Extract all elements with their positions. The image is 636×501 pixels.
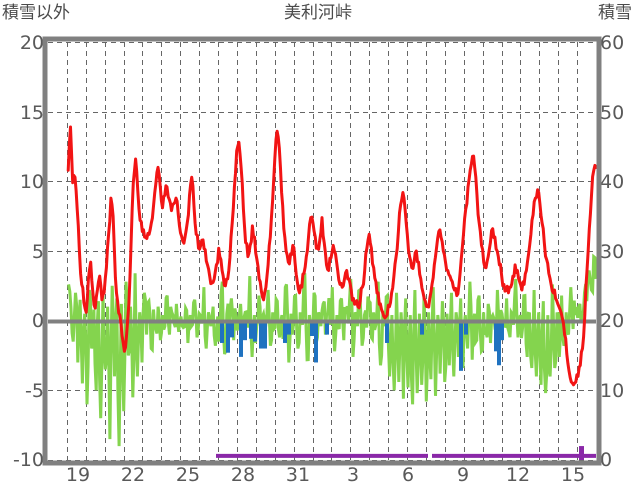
series-purple-depth: [216, 446, 596, 460]
x-tick-15: 15: [560, 464, 586, 486]
right-axis-title: 積雪: [598, 3, 632, 23]
y-left-tick-m5: -5: [25, 380, 44, 402]
x-tick-28: 28: [230, 464, 256, 486]
x-tick-6: 6: [401, 464, 415, 486]
x-tick-22: 22: [120, 464, 146, 486]
chart-title: 美利河峠: [284, 3, 352, 23]
x-tick-12: 12: [505, 464, 531, 486]
x-tick-3: 3: [346, 464, 360, 486]
y-right-tick-40: 40: [600, 171, 625, 193]
left-axis-title: 積雪以外: [2, 3, 70, 23]
x-tick-19: 19: [65, 464, 91, 486]
y-left-tick-15: 15: [19, 102, 44, 124]
plot-frame: [42, 36, 602, 466]
y-right-tick-60: 60: [600, 32, 625, 54]
y-left-tick-0: 0: [31, 310, 44, 332]
x-tick-9: 9: [456, 464, 470, 486]
y-right-tick-10: 10: [600, 380, 625, 402]
y-left-tick-m10: -10: [12, 449, 44, 471]
x-tick-25: 25: [175, 464, 201, 486]
series-green-precip: [67, 253, 598, 447]
y-right-tick-20: 20: [600, 310, 625, 332]
y-right-tick-50: 50: [600, 102, 625, 124]
y-left-tick-10: 10: [19, 171, 44, 193]
series-red-temp: [66, 125, 598, 387]
y-left-tick-20: 20: [19, 32, 44, 54]
series-blue-snowfall: [220, 320, 504, 371]
y-right-tick-0: 0: [600, 449, 613, 471]
x-tick-31: 31: [285, 464, 311, 486]
y-right-tick-30: 30: [600, 241, 625, 263]
gridlines: [48, 42, 596, 461]
y-left-tick-5: 5: [31, 241, 44, 263]
